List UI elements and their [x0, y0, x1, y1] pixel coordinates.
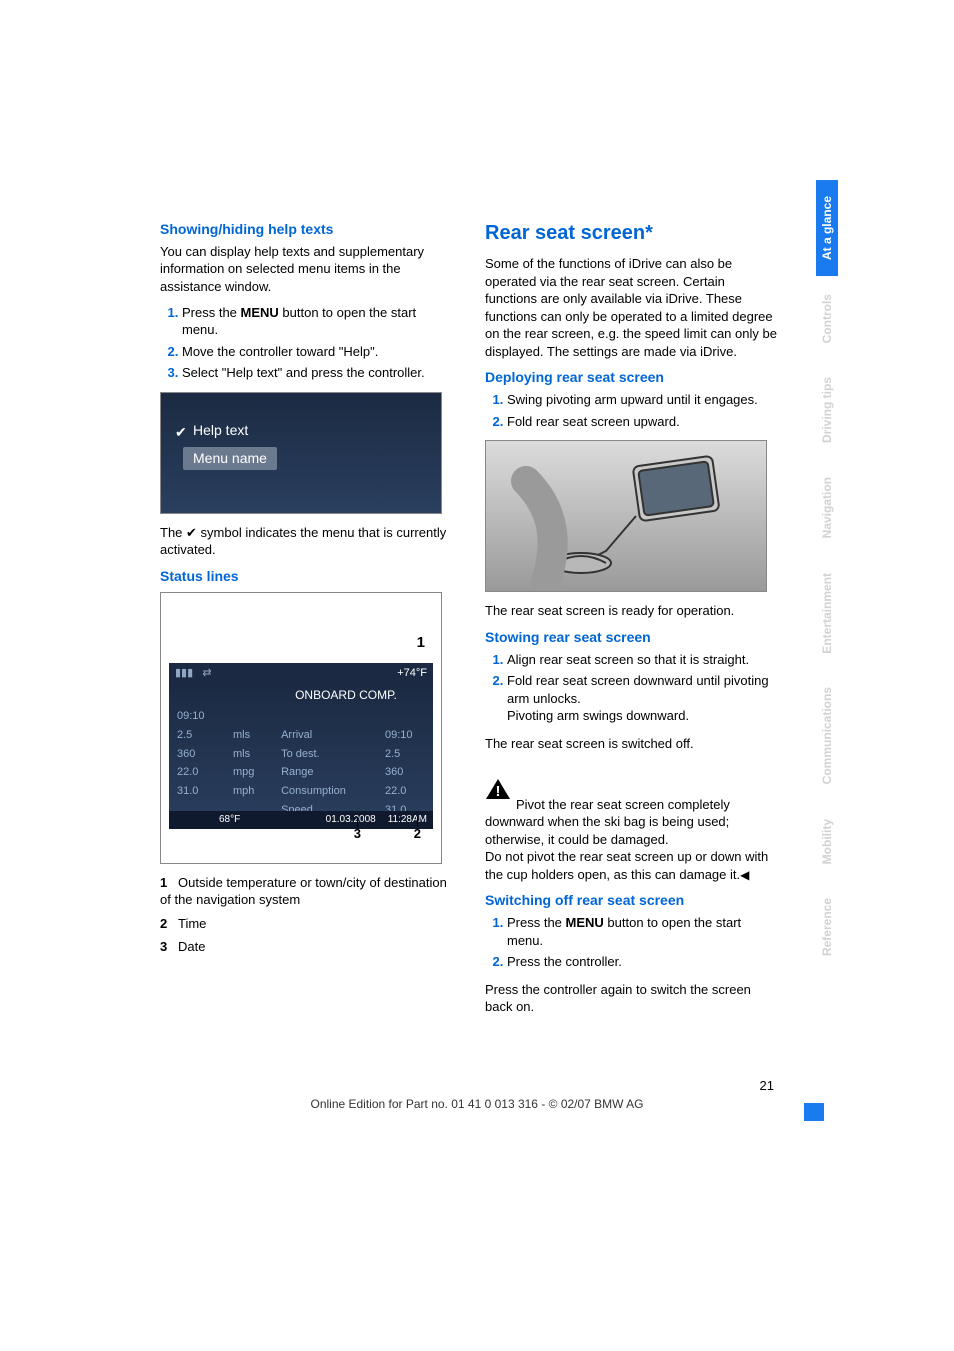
tab-driving-tips[interactable]: Driving tips — [816, 361, 838, 459]
page-corner-marker — [804, 1103, 824, 1121]
n: 3 — [160, 938, 178, 956]
callout-3: 3 — [354, 825, 361, 843]
heading-stowing: Stowing rear seat screen — [485, 628, 780, 647]
tab-reference[interactable]: Reference — [816, 882, 838, 972]
foot-time: 11:28AM — [382, 811, 433, 829]
c: 09:10 — [377, 726, 433, 745]
callout-2: 2 — [414, 825, 421, 843]
c: mph — [225, 782, 273, 801]
c: mls — [225, 726, 273, 745]
legend-2: 2Time — [160, 915, 455, 933]
tab-entertainment[interactable]: Entertainment — [816, 557, 838, 670]
rear-seat-illustration — [486, 441, 766, 591]
foot-temp: 68°F — [169, 811, 290, 829]
step: Fold rear seat screen downward until piv… — [507, 672, 780, 725]
step: Press the controller. — [507, 953, 780, 971]
c: 22.0 — [169, 763, 225, 782]
c: 2.5 — [169, 726, 225, 745]
fig-item-menu-name: Menu name — [183, 447, 277, 470]
t: symbol indicates the menu that is curren… — [160, 525, 446, 558]
warning-text: Pivot the rear seat screen completely do… — [485, 797, 768, 882]
c: 360 — [377, 763, 433, 782]
step: Move the controller toward "Help". — [182, 343, 455, 361]
side-tabs: At a glance Controls Driving tips Naviga… — [816, 180, 844, 974]
warning-icon: ! — [485, 778, 511, 800]
para-ready: The rear seat screen is ready for operat… — [485, 602, 780, 620]
para-help-intro: You can display help texts and supplemen… — [160, 243, 455, 296]
c: 31.0 — [169, 782, 225, 801]
content-columns: Showing/hiding help texts You can displa… — [160, 220, 780, 1024]
step: Swing pivoting arm upward until it engag… — [507, 391, 780, 409]
left-column: Showing/hiding help texts You can displa… — [160, 220, 455, 1024]
legend-1: 1Outside temperature or town/city of des… — [160, 874, 455, 909]
menu-word: MENU — [566, 915, 604, 930]
svg-text:!: ! — [496, 783, 501, 800]
para-back-on: Press the controller again to switch the… — [485, 981, 780, 1016]
n: 2 — [160, 915, 178, 933]
check-icon: ✔ — [186, 525, 197, 540]
steps-switch-off: Press the MENU button to open the start … — [485, 914, 780, 971]
step: Select "Help text" and press the control… — [182, 364, 455, 382]
c: 09:10 — [169, 707, 225, 726]
status-body: ONBOARD COMP. 09:10 2.5mlsArrival09:10 3… — [169, 683, 433, 829]
c: To dest. — [273, 745, 377, 764]
heading-showing-hiding: Showing/hiding help texts — [160, 220, 455, 239]
page-number: 21 — [760, 1078, 774, 1093]
temp-outside: +74°F — [391, 663, 433, 684]
check-icon: ✔ — [175, 423, 187, 442]
right-column: Rear seat screen* Some of the functions … — [485, 220, 780, 1024]
t: Date — [178, 939, 205, 954]
tick-line — [417, 817, 418, 827]
legend-3: 3Date — [160, 938, 455, 956]
heading-status-lines: Status lines — [160, 567, 455, 586]
c: Range — [273, 763, 377, 782]
t: The — [160, 525, 186, 540]
t: Time — [178, 916, 206, 931]
steps-help: Press the MENU button to open the start … — [160, 304, 455, 382]
step: Press the MENU button to open the start … — [507, 914, 780, 949]
end-arrow-icon: ◀ — [740, 868, 749, 882]
signal-icon: ▮▮▮ ⇄ — [169, 663, 218, 684]
t: Outside temperature or town/city of dest… — [160, 875, 447, 908]
foot-date: 01.03.2008 — [320, 811, 382, 829]
tab-controls[interactable]: Controls — [816, 278, 838, 359]
figure-status-lines: 1 ▮▮▮ ⇄ +74°F ONBOARD COMP. 09:10 2.5mls… — [160, 592, 442, 864]
tab-mobility[interactable]: Mobility — [816, 803, 838, 880]
para-off: The rear seat screen is switched off. — [485, 735, 780, 753]
para-symbol: The ✔ symbol indicates the menu that is … — [160, 524, 455, 559]
c: mpg — [225, 763, 273, 782]
status-table: 09:10 2.5mlsArrival09:10 360mlsTo dest.2… — [169, 707, 433, 820]
tick-line — [357, 817, 358, 827]
n: 1 — [160, 874, 178, 892]
page: At a glance Controls Driving tips Naviga… — [0, 0, 954, 1351]
tab-communications[interactable]: Communications — [816, 671, 838, 800]
callout-1: 1 — [417, 633, 425, 653]
warning-block: ! Pivot the rear seat screen completely … — [485, 760, 780, 883]
heading-rear-seat: Rear seat screen* — [485, 220, 780, 247]
status-footer: 68°F 11:28AM 01.03.2008 — [169, 811, 433, 829]
steps-stow: Align rear seat screen so that it is str… — [485, 651, 780, 725]
fig-item-help-text: Help text — [193, 421, 248, 440]
heading-deploying: Deploying rear seat screen — [485, 368, 780, 387]
para-rear-intro: Some of the functions of iDrive can also… — [485, 255, 780, 360]
tab-at-a-glance[interactable]: At a glance — [816, 180, 838, 276]
status-topbar: ▮▮▮ ⇄ +74°F — [169, 663, 433, 683]
steps-deploy: Swing pivoting arm upward until it engag… — [485, 391, 780, 430]
figure-help-text: ✔ Help text Menu name — [160, 392, 442, 514]
step: Align rear seat screen so that it is str… — [507, 651, 780, 669]
heading-switch-off: Switching off rear seat screen — [485, 891, 780, 910]
c: 360 — [169, 745, 225, 764]
tab-navigation[interactable]: Navigation — [816, 461, 838, 554]
c: 2.5 — [377, 745, 433, 764]
figure-rear-seat — [485, 440, 767, 592]
c: Consumption — [273, 782, 377, 801]
c: mls — [225, 745, 273, 764]
onboard-comp-title: ONBOARD COMP. — [259, 683, 433, 707]
menu-word: MENU — [241, 305, 279, 320]
step: Press the MENU button to open the start … — [182, 304, 455, 339]
c: Arrival — [273, 726, 377, 745]
c: 22.0 — [377, 782, 433, 801]
step: Fold rear seat screen upward. — [507, 413, 780, 431]
